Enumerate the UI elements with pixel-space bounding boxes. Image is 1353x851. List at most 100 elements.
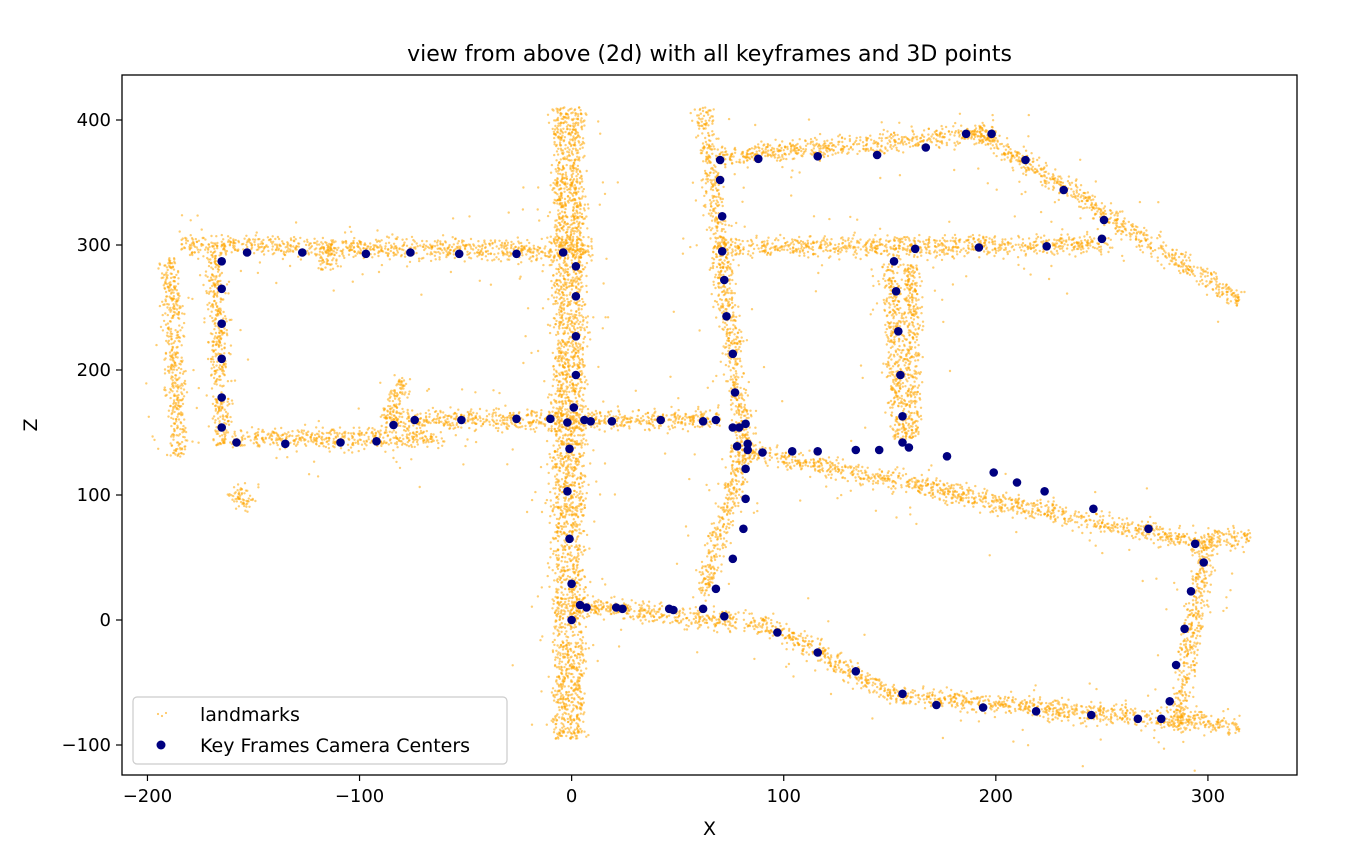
landmark-point xyxy=(627,420,630,424)
landmark-point xyxy=(556,653,559,656)
landmark-point xyxy=(583,387,586,390)
landmark-point xyxy=(471,421,474,425)
landmark-point xyxy=(389,249,392,253)
landmark-point xyxy=(564,578,567,582)
landmark-point xyxy=(579,404,582,407)
landmark-point xyxy=(210,360,213,363)
landmark-point xyxy=(561,235,564,239)
landmark-point xyxy=(565,262,568,265)
landmark-point xyxy=(563,545,567,548)
landmark-point xyxy=(177,401,180,405)
landmark-point xyxy=(552,255,555,259)
landmark-point xyxy=(593,520,596,523)
landmark-point xyxy=(246,239,249,242)
landmark-point xyxy=(563,632,567,636)
landmark-point xyxy=(484,246,487,249)
landmark-point xyxy=(386,413,389,417)
landmark-point xyxy=(563,260,567,263)
landmark-point xyxy=(560,591,563,594)
landmark-point xyxy=(584,405,587,408)
landmark-point xyxy=(381,414,384,417)
landmark-point xyxy=(229,241,232,244)
landmark-point xyxy=(566,194,570,198)
landmark-point xyxy=(506,253,509,256)
landmark-point xyxy=(394,431,398,434)
landmark-point xyxy=(338,426,342,429)
landmark-point xyxy=(410,443,413,447)
landmark-point xyxy=(553,579,556,582)
landmark-point xyxy=(215,399,218,402)
landmark-point xyxy=(451,217,455,220)
landmark-point xyxy=(365,247,368,250)
landmark-point xyxy=(559,347,562,350)
landmark-point xyxy=(559,304,562,307)
landmark-point xyxy=(394,253,397,256)
landmark-point xyxy=(552,364,555,368)
landmark-point xyxy=(532,428,535,431)
landmark-point xyxy=(424,244,428,247)
landmark-point xyxy=(307,473,311,476)
landmark-point xyxy=(317,419,320,423)
landmark-point xyxy=(351,443,354,446)
landmark-point xyxy=(220,391,223,394)
landmark-point xyxy=(581,492,584,495)
landmark-point xyxy=(217,366,221,369)
landmark-point xyxy=(540,409,543,412)
landmark-point xyxy=(200,243,203,246)
landmark-point xyxy=(173,410,176,414)
landmark-point xyxy=(503,245,506,248)
landmark-point xyxy=(441,440,445,443)
landmark-point xyxy=(192,242,195,246)
landmark-point xyxy=(469,245,472,248)
landmark-point xyxy=(432,439,435,442)
landmark-point xyxy=(410,235,414,239)
landmark-point xyxy=(591,253,594,257)
landmark-point xyxy=(551,598,554,601)
landmark-point xyxy=(686,430,690,433)
landmark-point xyxy=(520,247,523,251)
landmark-point xyxy=(553,475,557,478)
landmark-point xyxy=(524,427,527,431)
landmark-point xyxy=(511,664,514,667)
landmark-point xyxy=(504,404,507,407)
landmark-point xyxy=(304,243,308,247)
landmark-point xyxy=(561,373,564,376)
landmark-point xyxy=(256,433,260,436)
landmark-point xyxy=(681,416,685,420)
landmark-point xyxy=(391,233,394,236)
landmark-point xyxy=(567,653,570,657)
landmark-point xyxy=(225,320,228,323)
landmark-point xyxy=(563,560,567,563)
landmark-point xyxy=(562,680,565,683)
landmark-point xyxy=(684,422,687,425)
landmark-point xyxy=(341,251,344,254)
landmark-point xyxy=(360,443,364,446)
landmark-point xyxy=(670,413,673,417)
landmark-point xyxy=(291,434,294,438)
landmark-point xyxy=(168,257,171,260)
landmark-point xyxy=(555,477,558,481)
landmark-point xyxy=(168,369,171,372)
landmark-point xyxy=(552,552,555,555)
landmark-point xyxy=(561,457,565,460)
landmark-point xyxy=(477,248,480,252)
landmark-point xyxy=(566,468,569,471)
landmark-point xyxy=(470,408,473,411)
landmark-point xyxy=(480,250,483,253)
landmark-point xyxy=(556,383,560,387)
landmark-point xyxy=(442,251,445,254)
landmark-point xyxy=(170,412,173,416)
landmark-point xyxy=(572,205,575,209)
landmark-point xyxy=(567,256,570,259)
landmark-point xyxy=(556,302,559,305)
landmark-point xyxy=(273,427,277,430)
landmark-point xyxy=(562,703,566,706)
landmark-point xyxy=(677,408,680,412)
landmark-point xyxy=(429,435,432,438)
landmark-point xyxy=(170,375,173,378)
landmark-point xyxy=(211,355,214,359)
landmark-point xyxy=(558,626,561,629)
landmark-point xyxy=(391,431,394,434)
landmark-point xyxy=(398,247,401,250)
landmark-point xyxy=(550,163,554,167)
